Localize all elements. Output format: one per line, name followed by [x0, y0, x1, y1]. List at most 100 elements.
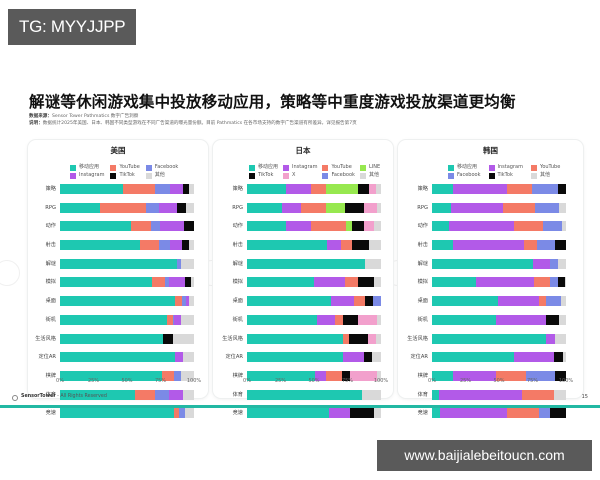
bar-segment[interactable]: [60, 370, 162, 381]
bar-segment[interactable]: [376, 314, 381, 325]
bar-segment[interactable]: [351, 240, 369, 251]
bar-segment[interactable]: [316, 314, 336, 325]
bar-segment[interactable]: [300, 202, 327, 213]
bar-segment[interactable]: [535, 202, 560, 213]
bar-segment[interactable]: [100, 202, 146, 213]
bar-segment[interactable]: [135, 389, 156, 400]
bar-segment[interactable]: [168, 389, 184, 400]
bar-segment[interactable]: [432, 202, 451, 213]
bar-segment[interactable]: [432, 408, 441, 419]
bar-segment[interactable]: [326, 202, 345, 213]
bar-segment[interactable]: [169, 240, 182, 251]
bar-segment[interactable]: [326, 184, 359, 194]
bar-segment[interactable]: [343, 333, 349, 344]
stacked-bar[interactable]: [432, 184, 566, 194]
bar-segment[interactable]: [184, 277, 192, 288]
bar-segment[interactable]: [496, 314, 546, 325]
bar-segment[interactable]: [354, 296, 365, 307]
bar-segment[interactable]: [247, 202, 282, 213]
stacked-bar[interactable]: [432, 370, 566, 381]
bar-segment[interactable]: [188, 240, 194, 251]
stacked-bar[interactable]: [247, 240, 381, 251]
bar-segment[interactable]: [549, 277, 558, 288]
stacked-bar[interactable]: [60, 221, 194, 232]
bar-segment[interactable]: [140, 240, 160, 251]
bar-segment[interactable]: [372, 296, 381, 307]
bar-segment[interactable]: [247, 277, 314, 288]
bar-segment[interactable]: [555, 240, 566, 251]
bar-segment[interactable]: [247, 258, 365, 269]
bar-segment[interactable]: [375, 184, 381, 194]
bar-segment[interactable]: [60, 240, 141, 251]
bar-segment[interactable]: [533, 277, 550, 288]
bar-segment[interactable]: [60, 333, 164, 344]
bar-segment[interactable]: [539, 408, 550, 419]
bar-segment[interactable]: [557, 258, 566, 269]
bar-segment[interactable]: [432, 221, 450, 232]
bar-segment[interactable]: [335, 314, 344, 325]
stacked-bar[interactable]: [60, 370, 194, 381]
bar-segment[interactable]: [247, 370, 316, 381]
bar-segment[interactable]: [559, 314, 566, 325]
bar-segment[interactable]: [173, 314, 181, 325]
bar-segment[interactable]: [350, 408, 375, 419]
bar-segment[interactable]: [342, 370, 351, 381]
bar-segment[interactable]: [173, 408, 180, 419]
bar-segment[interactable]: [155, 389, 169, 400]
bar-segment[interactable]: [331, 296, 355, 307]
bar-segment[interactable]: [247, 184, 286, 194]
bar-segment[interactable]: [247, 408, 329, 419]
bar-segment[interactable]: [315, 370, 327, 381]
bar-segment[interactable]: [524, 240, 537, 251]
bar-segment[interactable]: [122, 184, 156, 194]
bar-segment[interactable]: [553, 389, 566, 400]
bar-segment[interactable]: [183, 184, 189, 194]
bar-segment[interactable]: [247, 296, 332, 307]
bar-segment[interactable]: [358, 184, 369, 194]
bar-segment[interactable]: [453, 184, 508, 194]
bar-segment[interactable]: [543, 221, 562, 232]
stacked-bar[interactable]: [60, 314, 194, 325]
bar-segment[interactable]: [343, 314, 359, 325]
bar-segment[interactable]: [247, 314, 317, 325]
bar-segment[interactable]: [432, 258, 533, 269]
bar-segment[interactable]: [432, 277, 477, 288]
bar-segment[interactable]: [521, 389, 554, 400]
stacked-bar[interactable]: [432, 296, 566, 307]
stacked-bar[interactable]: [247, 221, 381, 232]
bar-segment[interactable]: [503, 202, 536, 213]
bar-segment[interactable]: [60, 202, 101, 213]
bar-segment[interactable]: [151, 221, 161, 232]
bar-segment[interactable]: [311, 221, 347, 232]
bar-segment[interactable]: [364, 296, 373, 307]
bar-segment[interactable]: [344, 202, 364, 213]
bar-segment[interactable]: [176, 258, 181, 269]
bar-segment[interactable]: [183, 221, 194, 232]
bar-segment[interactable]: [60, 314, 168, 325]
bar-segment[interactable]: [163, 333, 173, 344]
stacked-bar[interactable]: [432, 408, 566, 419]
bar-segment[interactable]: [450, 202, 503, 213]
bar-segment[interactable]: [449, 221, 514, 232]
bar-segment[interactable]: [285, 221, 312, 232]
bar-segment[interactable]: [60, 258, 177, 269]
bar-segment[interactable]: [432, 389, 439, 400]
bar-segment[interactable]: [507, 184, 533, 194]
bar-segment[interactable]: [159, 240, 170, 251]
bar-segment[interactable]: [161, 370, 174, 381]
bar-segment[interactable]: [432, 352, 514, 363]
bar-segment[interactable]: [60, 184, 123, 194]
carousel-prev-icon[interactable]: [0, 260, 20, 286]
bar-segment[interactable]: [191, 277, 194, 288]
stacked-bar[interactable]: [432, 389, 566, 400]
bar-segment[interactable]: [175, 296, 182, 307]
bar-segment[interactable]: [557, 277, 565, 288]
bar-segment[interactable]: [314, 277, 345, 288]
stacked-bar[interactable]: [60, 333, 194, 344]
stacked-bar[interactable]: [60, 202, 194, 213]
bar-segment[interactable]: [281, 202, 301, 213]
bar-segment[interactable]: [367, 333, 376, 344]
bar-segment[interactable]: [179, 408, 185, 419]
bar-segment[interactable]: [507, 408, 540, 419]
bar-segment[interactable]: [371, 352, 381, 363]
